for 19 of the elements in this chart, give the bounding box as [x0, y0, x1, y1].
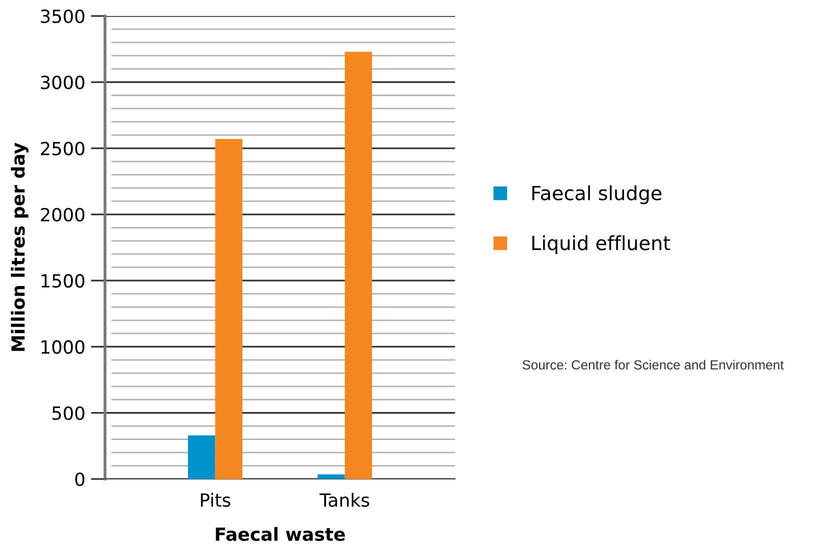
y-tick-label: 500 — [52, 406, 84, 420]
y-tick-label: 1500 — [42, 274, 84, 288]
x-tick-label: Pits — [200, 492, 230, 507]
x-axis-title: Faecal waste — [216, 527, 345, 542]
y-tick-label: 3500 — [40, 9, 84, 24]
bar — [215, 139, 242, 479]
legend-label: Liquid effluent — [532, 235, 670, 254]
x-tick-label: Tanks — [320, 492, 370, 507]
source-note: Source: Centre for Science and Environment — [522, 360, 784, 370]
y-tick-label: 2500 — [40, 142, 84, 156]
bar — [188, 435, 216, 479]
y-axis-title: Million litres per day — [10, 142, 28, 351]
y-tick-label: 3000 — [40, 76, 84, 90]
y-tick-label: 2000 — [40, 208, 84, 222]
y-tick-label: 0 — [75, 472, 84, 486]
legend-label: Faecal sludge — [532, 185, 662, 204]
bar — [318, 474, 345, 479]
bar — [344, 52, 372, 479]
y-tick-label: 1000 — [42, 340, 84, 354]
